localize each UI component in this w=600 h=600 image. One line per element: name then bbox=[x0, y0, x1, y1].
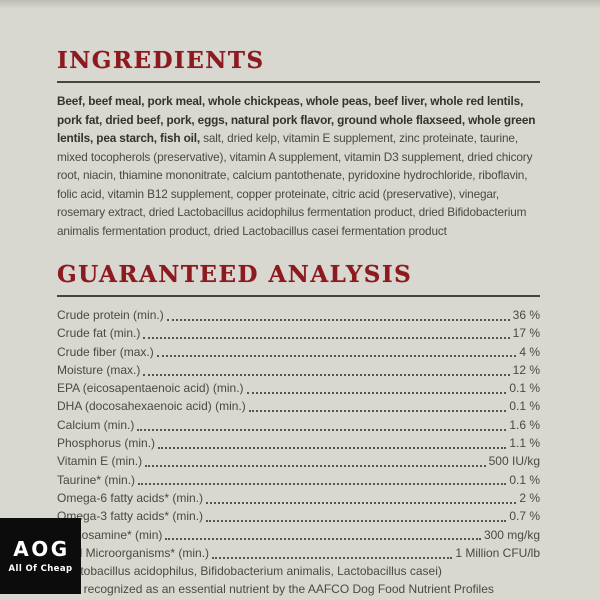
analysis-row: Omega-6 fatty acids* (min.) 2 % bbox=[57, 489, 540, 507]
analysis-row-label: Crude protein (min.) bbox=[57, 308, 164, 322]
analysis-row-label: Omega-6 fatty acids* (min.) bbox=[57, 490, 204, 505]
analysis-row: Calcium (min.) 1.6 % bbox=[57, 416, 540, 434]
analysis-row-value: 17 % bbox=[512, 326, 540, 341]
analysis-row-label: Crude fiber (max.) bbox=[57, 344, 154, 359]
analysis-row-value: 2 % bbox=[519, 490, 540, 505]
analysis-row-value: 1.1 % bbox=[509, 436, 540, 451]
analysis-row-value: 300 mg/kg bbox=[483, 527, 540, 542]
dot-leader bbox=[138, 483, 507, 486]
dot-leader bbox=[206, 501, 517, 504]
analysis-row-value: 0.1 % bbox=[509, 399, 540, 414]
analysis-row-value: 12 % bbox=[512, 362, 540, 377]
analysis-row-value: 4 % bbox=[519, 344, 540, 359]
probiotics-footnote: (Lactobacillus acidophilus, Bifidobacter… bbox=[57, 564, 442, 579]
analysis-row-label: EPA (eicosapentaenoic acid) (min.) bbox=[57, 381, 244, 396]
dot-leader bbox=[158, 446, 507, 449]
analysis-row: Taurine* (min.) 0.1 % bbox=[57, 471, 540, 489]
aog-logo: AOG All Of Cheap bbox=[0, 518, 81, 594]
analysis-row: Crude fiber (max.) 4 % bbox=[57, 343, 540, 361]
dot-leader bbox=[156, 355, 517, 358]
analysis-row-label: Glucosamine* (min) bbox=[57, 527, 163, 542]
dot-leader bbox=[143, 373, 510, 376]
analysis-row-label: Crude fat (min.) bbox=[57, 326, 141, 341]
analysis-row: Phosphorus (min.) 1.1 % bbox=[57, 434, 540, 452]
analysis-divider bbox=[57, 295, 540, 297]
analysis-row: Glucosamine* (min) 300 mg/kg bbox=[57, 526, 540, 544]
guaranteed-analysis-title: GUARANTEED ANALYSIS bbox=[57, 261, 413, 288]
ingredients-section: INGREDIENTS Beef, beef meal, pork meal, … bbox=[57, 0, 540, 240]
analysis-row: Moisture (max.) 12 % bbox=[57, 361, 540, 379]
analysis-table: Crude protein (min.) 36 % Crude fat (min.)… bbox=[57, 306, 540, 562]
dot-leader bbox=[166, 318, 510, 321]
dot-leader bbox=[248, 410, 507, 413]
dot-leader bbox=[206, 520, 507, 523]
dot-leader bbox=[165, 538, 481, 541]
analysis-row: DHA (docosahexaenoic acid) (min.) 0.1 % bbox=[57, 397, 540, 415]
analysis-row-label: Moisture (max.) bbox=[57, 362, 141, 377]
aog-logo-tagline: All Of Cheap bbox=[8, 563, 73, 574]
analysis-row-label: Taurine* (min.) bbox=[57, 472, 136, 487]
analysis-row-value: 0.1 % bbox=[509, 472, 540, 487]
analysis-row: Crude fat (min.) 17 % bbox=[57, 324, 540, 342]
analysis-row-value: 36 % bbox=[512, 308, 540, 322]
analysis-row-value: 1 Million CFU/lb bbox=[455, 545, 540, 560]
dot-leader bbox=[143, 337, 510, 340]
ingredients-secondary-text: salt, dried kelp, vitamin E supplement, … bbox=[57, 131, 533, 238]
analysis-row-label: Omega-3 fatty acids* (min.) bbox=[57, 509, 204, 524]
analysis-row-label: Phosphorus (min.) bbox=[57, 436, 156, 451]
analysis-row: Total Microorganisms* (min.) 1 Million CF… bbox=[57, 544, 540, 562]
ingredients-title: INGREDIENTS bbox=[57, 47, 265, 74]
analysis-row: Vitamin E (min.) 500 IU/kg bbox=[57, 452, 540, 470]
aog-logo-abbr: AOG bbox=[13, 536, 70, 561]
aafco-footnote: *Not recognized as an essential nutrient… bbox=[57, 582, 494, 597]
analysis-row-value: 500 IU/kg bbox=[488, 454, 540, 469]
analysis-row-label: Calcium (min.) bbox=[57, 417, 135, 432]
dot-leader bbox=[145, 465, 486, 468]
ingredients-text: Beef, beef meal, pork meal, whole chickp… bbox=[57, 92, 540, 240]
analysis-row-value: 1.6 % bbox=[509, 417, 540, 432]
analysis-row-label: Total Microorganisms* (min.) bbox=[57, 545, 210, 560]
analysis-row: EPA (eicosapentaenoic acid) (min.) 0.1 % bbox=[57, 379, 540, 397]
ingredients-primary-text: Beef, beef meal, pork meal, whole chickp… bbox=[57, 94, 536, 145]
analysis-row-value: 0.1 % bbox=[509, 381, 540, 396]
label-content: INGREDIENTS Beef, beef meal, pork meal, … bbox=[57, 0, 540, 599]
guaranteed-analysis-section: GUARANTEED ANALYSIS Crude protein (min.)… bbox=[57, 240, 540, 599]
analysis-row: Crude protein (min.) 36 % bbox=[57, 306, 540, 324]
analysis-row-value: 0.7 % bbox=[509, 509, 540, 524]
analysis-row-label: Vitamin E (min.) bbox=[57, 454, 143, 469]
dot-leader bbox=[212, 556, 453, 559]
dot-leader bbox=[137, 428, 507, 431]
analysis-row: Omega-3 fatty acids* (min.) 0.7 % bbox=[57, 507, 540, 525]
ingredients-divider bbox=[57, 81, 540, 83]
dot-leader bbox=[246, 391, 507, 394]
analysis-row-label: DHA (docosahexaenoic acid) (min.) bbox=[57, 399, 246, 414]
